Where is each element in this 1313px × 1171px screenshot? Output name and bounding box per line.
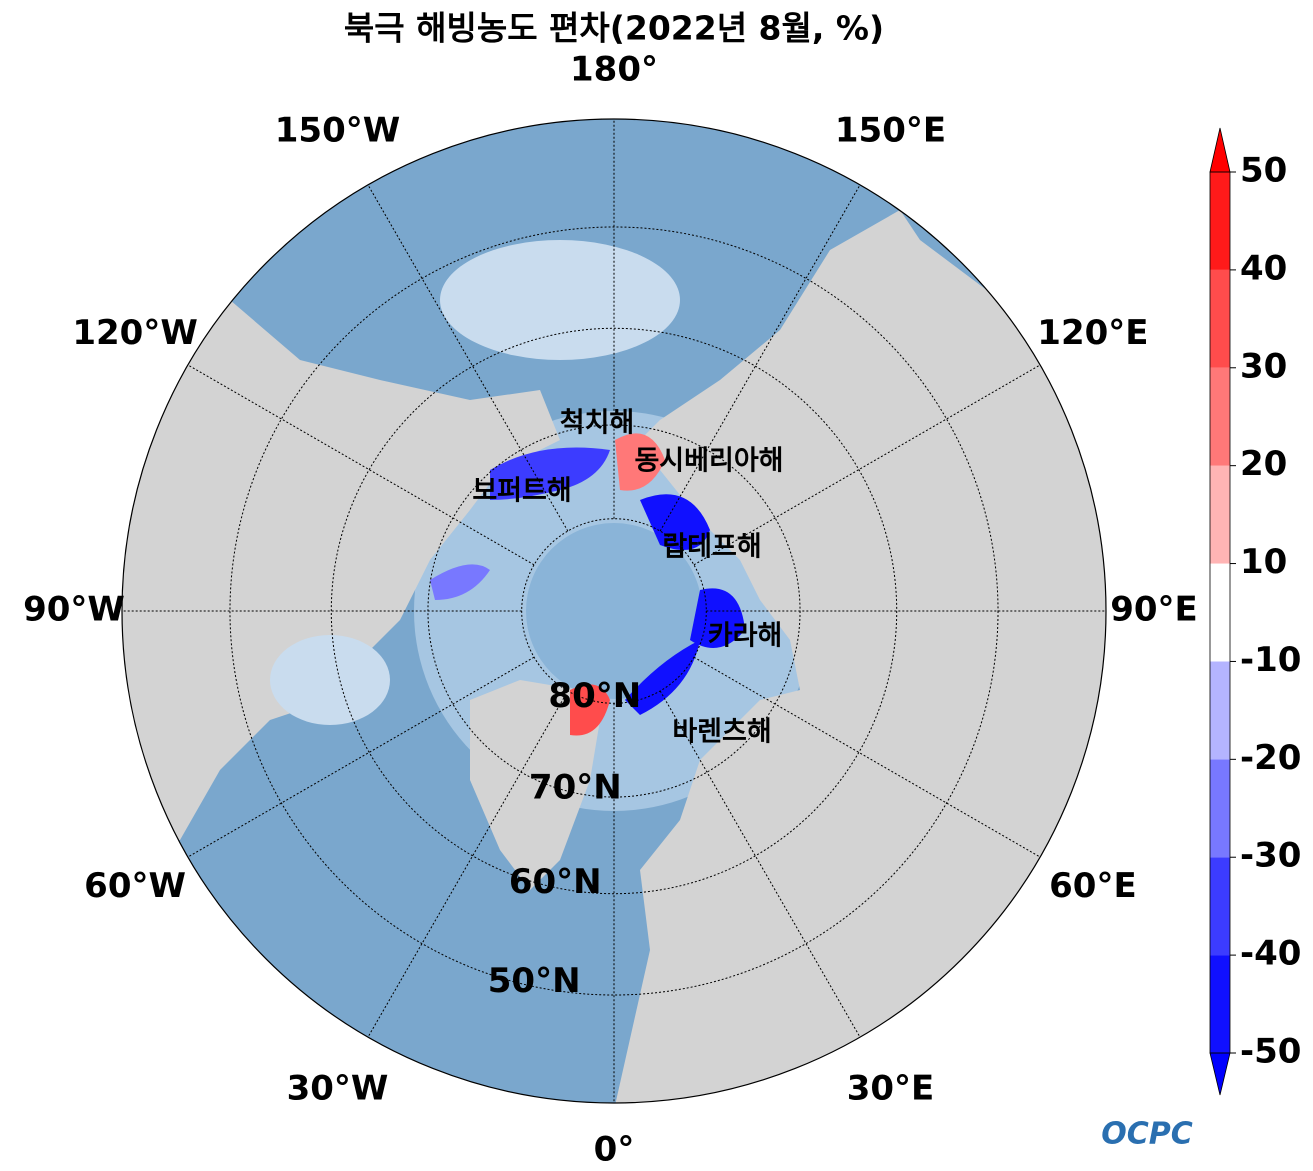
meridian-label: 180° xyxy=(570,50,658,90)
parallel-label: 50°N xyxy=(488,961,581,1001)
sea-label: 보퍼트해 xyxy=(472,476,571,507)
meridian-label: 150°W xyxy=(275,111,400,151)
eurasia xyxy=(614,210,1106,1103)
map-boundary xyxy=(121,118,1107,1104)
anomaly-patch xyxy=(570,684,610,736)
colorbar-band xyxy=(1210,367,1230,466)
map-surface xyxy=(122,119,1106,1103)
meridian-label: 90°W xyxy=(23,590,125,630)
meridian-label: 120°E xyxy=(1037,313,1148,353)
sea-label: 척치해 xyxy=(560,408,635,439)
sea-label: 바렌츠해 xyxy=(672,717,771,748)
anomaly-patch xyxy=(615,433,665,491)
parallel-label: 80°N xyxy=(548,676,641,716)
parallel-line xyxy=(229,226,999,996)
sea-label: 랍테프해 xyxy=(662,532,761,563)
colorbar-band xyxy=(1210,759,1230,858)
colorbar-tick-label: 10 xyxy=(1240,542,1287,582)
parallel-line xyxy=(330,327,898,895)
colorbar-extend-under xyxy=(1209,1052,1231,1096)
colorbar-band xyxy=(1210,269,1230,368)
anomaly-patch xyxy=(690,588,745,648)
colorbar-band xyxy=(1210,955,1230,1053)
anomaly-patch xyxy=(490,447,610,500)
colorbar-tick-label: -30 xyxy=(1240,836,1301,876)
meridian-label: 60°E xyxy=(1049,866,1137,906)
meridian-line xyxy=(367,690,569,1038)
colorbar-tick-label: 30 xyxy=(1240,346,1287,386)
parallel-label: 70°N xyxy=(529,767,622,807)
colorbar-tick-label: -10 xyxy=(1240,640,1301,680)
colorbar-tick-label: 50 xyxy=(1240,151,1287,191)
colorbar-extend-over xyxy=(1209,127,1231,173)
meridian-line xyxy=(659,184,861,532)
meridian-line xyxy=(659,690,861,1038)
sea-label: 카라해 xyxy=(708,621,783,652)
colorbar-tick-label: 40 xyxy=(1240,248,1287,288)
anomaly-patch xyxy=(625,640,700,715)
colorbar-band xyxy=(1210,661,1230,760)
colorbar-band xyxy=(1210,465,1230,564)
meridian-label: 30°E xyxy=(847,1068,935,1108)
meridian-line xyxy=(367,184,569,532)
colorbar-band xyxy=(1210,172,1230,270)
meridian-label: 60°W xyxy=(84,866,186,906)
colorbar-tick-label: -40 xyxy=(1240,934,1301,974)
colorbar-band xyxy=(1210,857,1230,956)
meridian-line xyxy=(187,656,535,858)
anomaly-patch xyxy=(640,494,710,550)
colorbar-tick-label: -50 xyxy=(1240,1032,1301,1072)
meridian-label: 0° xyxy=(594,1130,635,1168)
meridian-label: 150°E xyxy=(835,111,946,151)
meridian-line xyxy=(693,656,1041,858)
north-america xyxy=(122,300,560,840)
sea-label: 동시베리아해 xyxy=(634,446,783,477)
greenland xyxy=(470,680,600,890)
hudson-bay xyxy=(270,635,390,725)
meridian-label: 30°W xyxy=(287,1068,389,1108)
meridian-label: 90°E xyxy=(1110,590,1198,630)
colorbar-band xyxy=(1210,563,1230,662)
logo: OCPC xyxy=(1101,1117,1193,1152)
meridian-line xyxy=(187,364,535,566)
anomaly-patch xyxy=(430,564,490,600)
meridian-label: 120°W xyxy=(72,313,197,353)
parallel-label: 60°N xyxy=(509,862,602,902)
graticule xyxy=(122,119,1106,1103)
bering-shelf xyxy=(440,240,680,360)
colorbar-tick-label: -20 xyxy=(1240,738,1301,778)
meridian-line xyxy=(693,364,1041,566)
chart-title: 북극 해빙농도 편차(2022년 8월, %) xyxy=(344,9,884,48)
central-ice xyxy=(526,523,702,699)
colorbar-frame xyxy=(1209,171,1231,1054)
colorbar-tick-label: 20 xyxy=(1240,444,1287,484)
